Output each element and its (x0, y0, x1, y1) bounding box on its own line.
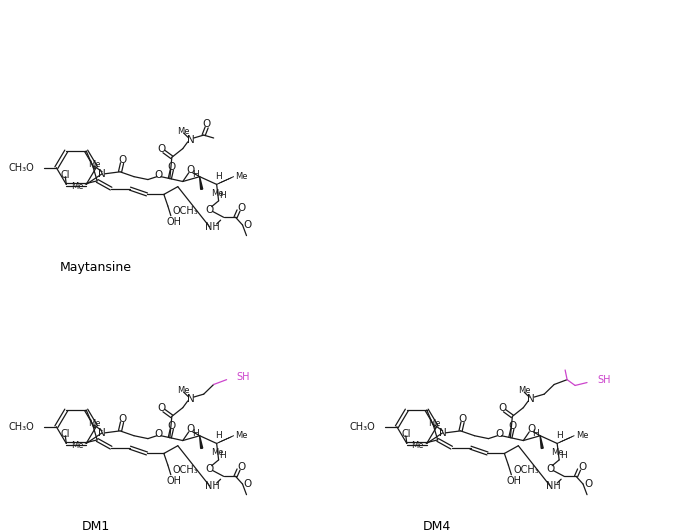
Text: CH₃O: CH₃O (9, 422, 34, 431)
Text: O: O (186, 165, 195, 175)
Text: Cl: Cl (60, 170, 70, 180)
Text: O: O (118, 414, 126, 425)
Text: Cl: Cl (401, 429, 410, 439)
Text: Cl: Cl (60, 429, 70, 439)
Text: NH: NH (206, 222, 220, 232)
Text: O: O (243, 220, 251, 230)
Text: OCH₃: OCH₃ (173, 465, 199, 475)
Text: O: O (508, 421, 516, 431)
Text: H: H (215, 172, 222, 181)
Text: O: O (118, 155, 126, 165)
Text: H: H (219, 192, 226, 201)
Text: CH₃O: CH₃O (9, 163, 34, 173)
Text: Me: Me (576, 431, 588, 440)
Text: Me: Me (518, 386, 531, 395)
Text: O: O (155, 170, 163, 180)
Text: OH: OH (166, 477, 182, 486)
Text: O: O (527, 424, 536, 434)
Text: Me: Me (71, 182, 84, 191)
Text: N: N (98, 428, 106, 438)
Polygon shape (540, 436, 543, 448)
Text: Me: Me (177, 386, 190, 395)
Text: H: H (215, 431, 222, 440)
Text: O: O (206, 463, 214, 473)
Text: O: O (186, 424, 195, 434)
Polygon shape (199, 436, 203, 448)
Text: O: O (546, 463, 554, 473)
Text: Me: Me (211, 447, 223, 456)
Text: CH₃O: CH₃O (349, 422, 375, 431)
Text: O: O (168, 162, 176, 172)
Text: O: O (158, 403, 166, 413)
Text: N: N (439, 428, 447, 438)
Text: SH: SH (236, 372, 250, 382)
Text: H: H (192, 170, 199, 179)
Text: OH: OH (166, 218, 182, 228)
Text: Me: Me (428, 419, 441, 428)
Text: O: O (238, 462, 246, 472)
Text: Me: Me (235, 431, 248, 440)
Text: Maytansine: Maytansine (60, 261, 132, 274)
Text: N: N (527, 394, 535, 404)
Text: O: O (203, 120, 211, 129)
Text: Me: Me (412, 441, 424, 450)
Text: DM4: DM4 (423, 520, 451, 532)
Text: SH: SH (597, 375, 610, 385)
Text: OH: OH (507, 477, 522, 486)
Text: H: H (219, 451, 226, 460)
Text: NH: NH (206, 481, 220, 491)
Text: O: O (168, 421, 176, 431)
Text: NH: NH (546, 481, 560, 491)
Text: H: H (532, 429, 539, 438)
Text: Me: Me (211, 188, 223, 197)
Text: Me: Me (235, 172, 248, 181)
Text: O: O (584, 479, 592, 489)
Text: N: N (187, 394, 195, 404)
Text: OCH₃: OCH₃ (514, 465, 539, 475)
Text: O: O (578, 462, 586, 472)
Text: O: O (495, 429, 503, 439)
Text: O: O (155, 429, 163, 439)
Polygon shape (199, 177, 203, 189)
Text: O: O (206, 204, 214, 214)
Text: Me: Me (88, 160, 101, 169)
Text: O: O (158, 144, 166, 154)
Text: O: O (243, 479, 251, 489)
Text: OCH₃: OCH₃ (173, 206, 199, 216)
Text: Me: Me (71, 441, 84, 450)
Text: Me: Me (177, 127, 190, 136)
Text: H: H (192, 429, 199, 438)
Text: H: H (556, 431, 562, 440)
Text: DM1: DM1 (82, 520, 110, 532)
Text: O: O (498, 403, 506, 413)
Text: Me: Me (88, 419, 101, 428)
Text: O: O (238, 203, 246, 213)
Text: H: H (560, 451, 566, 460)
Text: O: O (458, 414, 466, 425)
Text: N: N (98, 169, 106, 179)
Text: N: N (187, 135, 195, 145)
Text: Me: Me (551, 447, 564, 456)
